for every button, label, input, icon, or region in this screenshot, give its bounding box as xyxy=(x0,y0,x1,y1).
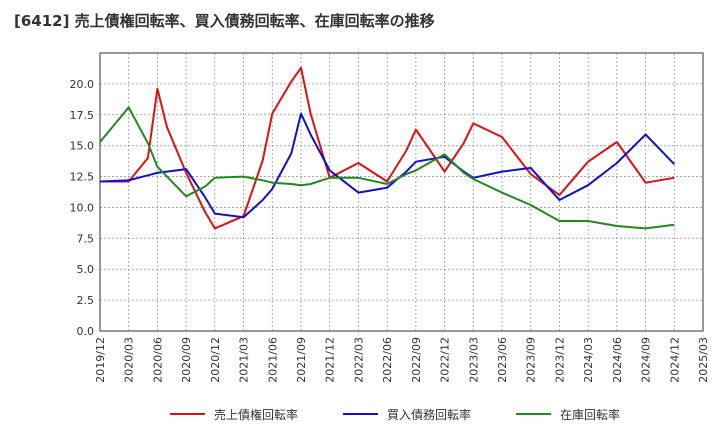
legend-layer: 売上債権回転率 買入債務回転率 在庫回転率 xyxy=(170,407,620,422)
x-tick-label: 2021/12 xyxy=(324,337,337,383)
x-tick-label: 2024/03 xyxy=(582,337,595,383)
x-tick-label: 2021/09 xyxy=(295,337,308,383)
x-tick-label: 2024/09 xyxy=(640,337,653,383)
x-tick-label: 2025/03 xyxy=(697,337,710,383)
series-line-買入債務回転率 xyxy=(99,112,676,219)
x-tick-label: 2020/12 xyxy=(209,337,222,383)
y-tick-label: 5.0 xyxy=(77,263,95,276)
series-layer xyxy=(99,66,676,230)
x-tick-label: 2020/03 xyxy=(123,337,136,383)
y-tick-label: 2.5 xyxy=(77,294,95,307)
x-tick-label: 2021/03 xyxy=(238,337,251,383)
y-tick-label: 0.0 xyxy=(77,325,95,338)
series-line-在庫回転率 xyxy=(99,106,675,230)
x-tick-label: 2023/03 xyxy=(467,337,480,383)
x-tick-label: 2024/12 xyxy=(668,337,681,383)
y-tick-label: 12.5 xyxy=(70,171,95,184)
legend-label: 売上債権回転率 xyxy=(214,407,298,422)
y-tick-label: 7.5 xyxy=(77,232,95,245)
x-tick-label: 2024/06 xyxy=(611,337,624,383)
x-tick-label: 2022/12 xyxy=(439,337,452,383)
axis-layer: 0.0 2.5 5.0 7.5 10.0 12.5 15.0 17.5 20.0 2019/12 2… xyxy=(70,52,710,383)
y-tick-label: 15.0 xyxy=(70,140,95,153)
plot-frame xyxy=(99,52,704,332)
x-tick-label: 2019/12 xyxy=(94,337,107,383)
x-tick-label: 2021/06 xyxy=(266,337,279,383)
chart-title: [6412] 売上債権回転率、買入債務回転率、在庫回転率の推移 xyxy=(14,12,435,30)
x-tick-label: 2022/03 xyxy=(352,337,365,383)
legend-label: 在庫回転率 xyxy=(560,407,620,422)
x-tick-label: 2022/06 xyxy=(381,337,394,383)
y-tick-label: 17.5 xyxy=(70,109,95,122)
x-tick-label: 2023/06 xyxy=(496,337,509,383)
plot-area xyxy=(100,53,703,331)
x-tick-label: 2022/09 xyxy=(410,337,423,383)
x-tick-label: 2020/06 xyxy=(151,337,164,383)
y-tick-label: 10.0 xyxy=(70,201,95,214)
x-tick-label: 2023/12 xyxy=(553,337,566,383)
x-tick-label: 2023/09 xyxy=(525,337,538,383)
x-tick-label: 2020/09 xyxy=(180,337,193,383)
legend-label: 買入債務回転率 xyxy=(387,407,471,422)
y-tick-label: 20.0 xyxy=(70,78,95,91)
